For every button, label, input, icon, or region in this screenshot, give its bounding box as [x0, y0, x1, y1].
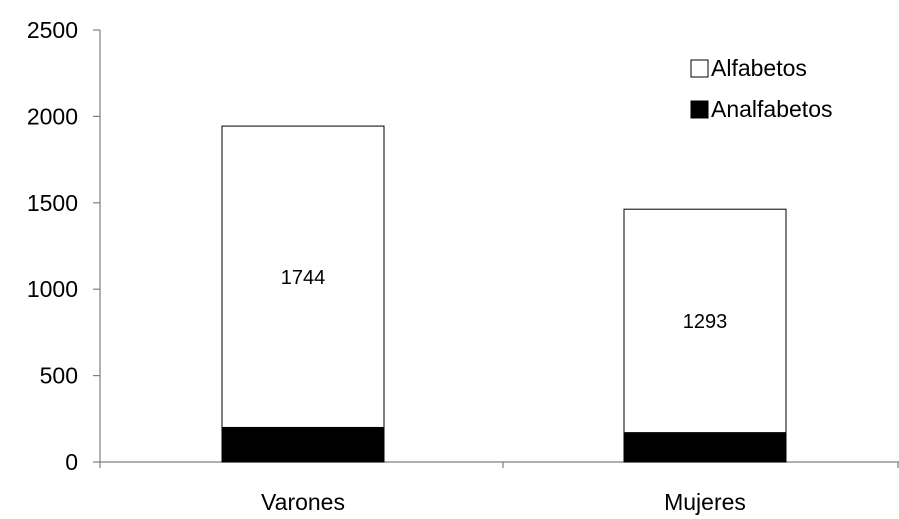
y-tick-label: 2000: [27, 103, 78, 129]
y-tick-label: 1000: [27, 276, 78, 302]
legend-swatch: [690, 100, 709, 119]
x-tick-label: Varones: [261, 489, 345, 515]
legend-label: Alfabetos: [711, 55, 807, 81]
data-labels: 1744 1293: [281, 267, 728, 333]
data-label: 1744: [281, 267, 326, 289]
bar-segment: [221, 125, 385, 428]
x-axis: Varones Mujeres: [99, 461, 899, 515]
x-tick-label: Mujeres: [664, 489, 746, 515]
bar-segment: [623, 432, 787, 463]
y-tick-label: 0: [65, 449, 78, 475]
y-tick-label: 2500: [27, 17, 78, 43]
y-tick-label: 1500: [27, 190, 78, 216]
y-tick-label: 500: [40, 363, 78, 389]
data-label: 1293: [683, 311, 728, 333]
legend-label: Analfabetos: [711, 96, 832, 122]
bars: [221, 125, 787, 463]
legend: Alfabetos Analfabetos: [690, 55, 832, 122]
legend-swatch: [690, 59, 709, 78]
bar-segment: [623, 208, 787, 434]
y-axis: 0 500 1000 1500 2000 2500: [27, 17, 101, 475]
bar-segment: [221, 426, 385, 463]
